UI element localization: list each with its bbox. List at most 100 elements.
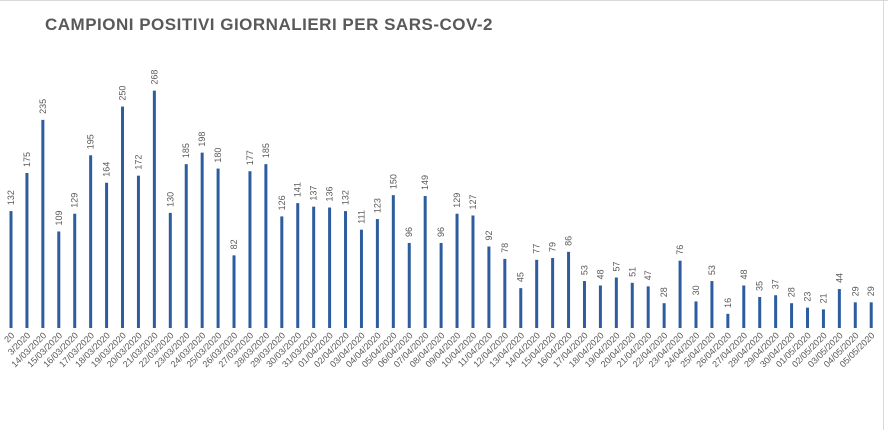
bar-11/04/2020: [487, 246, 491, 328]
x-tick-labels-group: 203/202014/03/202015/03/202016/03/202017…: [2, 330, 876, 369]
data-label-16/03/2020: 129: [70, 193, 80, 208]
bar-26/03/2020: [232, 255, 236, 328]
bar-18/04/2020: [598, 285, 602, 328]
bar-22/03/2020: [168, 212, 172, 328]
data-label-19/03/2020: 250: [118, 86, 128, 101]
data-label-15/04/2020: 79: [548, 242, 558, 252]
data-label-03/05/2020: 44: [834, 273, 844, 283]
data-label-25/04/2020: 53: [707, 265, 717, 275]
data-label-07/04/2020: 149: [420, 175, 430, 190]
data-label-11/04/2020: 92: [484, 230, 494, 240]
data-label-27/03/2020: 177: [245, 150, 255, 165]
data-label-13/03/2020: 175: [22, 152, 32, 167]
bar-15/03/2020: [57, 231, 61, 328]
data-label-21/03/2020: 268: [149, 70, 159, 85]
bar-25/04/2020: [710, 281, 714, 328]
data-label-08/04/2020: 96: [436, 227, 446, 237]
bar-29/03/2020: [280, 216, 284, 328]
data-label-12/03/2020: 132: [6, 190, 16, 205]
bar-13/04/2020: [519, 288, 523, 328]
data-label-28/03/2020: 185: [261, 143, 271, 158]
frame-top-border: [0, 0, 888, 1]
data-label-26/03/2020: 82: [229, 239, 239, 249]
bar-24/04/2020: [694, 301, 698, 328]
data-label-15/03/2020: 109: [54, 210, 64, 225]
data-label-13/04/2020: 45: [516, 272, 526, 282]
bar-30/04/2020: [790, 303, 794, 328]
bar-14/04/2020: [535, 259, 539, 328]
data-label-27/04/2020: 48: [739, 269, 749, 279]
bar-23/04/2020: [678, 260, 682, 328]
bar-16/03/2020: [73, 213, 77, 328]
data-label-04/04/2020: 123: [372, 198, 382, 213]
data-label-26/04/2020: 16: [723, 298, 733, 308]
bars-group: [9, 90, 873, 328]
bar-14/03/2020: [41, 119, 45, 328]
data-label-16/04/2020: 86: [564, 236, 574, 246]
bar-04/05/2020: [853, 302, 857, 328]
data-label-23/04/2020: 76: [675, 245, 685, 255]
data-label-05/04/2020: 150: [388, 174, 398, 189]
bar-28/04/2020: [758, 297, 762, 328]
data-label-25/03/2020: 180: [213, 148, 223, 163]
bar-23/03/2020: [184, 164, 188, 328]
data-label-02/05/2020: 21: [818, 293, 828, 303]
bar-25/03/2020: [216, 168, 220, 328]
data-label-19/04/2020: 57: [611, 261, 621, 271]
data-label-12/04/2020: 78: [500, 243, 510, 253]
data-label-23/03/2020: 185: [181, 143, 191, 158]
data-label-03/04/2020: 111: [356, 210, 366, 224]
bar-21/04/2020: [646, 286, 650, 328]
bar-06/04/2020: [407, 242, 411, 328]
data-label-20/04/2020: 51: [627, 267, 637, 277]
bar-16/04/2020: [567, 251, 571, 328]
bar-31/03/2020: [312, 206, 316, 328]
bar-18/03/2020: [105, 182, 109, 328]
bar-19/04/2020: [614, 277, 618, 328]
bar-02/05/2020: [821, 309, 825, 328]
data-label-05/05/2020: 29: [866, 286, 876, 296]
bar-17/03/2020: [89, 155, 93, 328]
data-label-29/04/2020: 37: [771, 279, 781, 289]
bar-09/04/2020: [455, 213, 459, 328]
bar-20/04/2020: [630, 282, 634, 328]
data-label-17/04/2020: 53: [579, 265, 589, 275]
data-label-24/03/2020: 198: [197, 132, 207, 147]
bar-15/04/2020: [551, 258, 555, 328]
bar-01/05/2020: [806, 307, 809, 328]
bar-04/04/2020: [375, 219, 379, 328]
data-label-30/03/2020: 141: [293, 182, 303, 197]
data-label-14/03/2020: 235: [38, 99, 48, 114]
data-label-22/04/2020: 28: [659, 287, 669, 297]
data-label-21/04/2020: 47: [643, 270, 653, 280]
data-label-10/04/2020: 127: [468, 194, 478, 209]
bar-21/03/2020: [152, 90, 156, 328]
bar-22/04/2020: [662, 303, 666, 328]
data-label-18/04/2020: 48: [595, 269, 605, 279]
bar-20/03/2020: [136, 175, 140, 328]
bar-27/04/2020: [742, 285, 746, 328]
frame-right-border: [883, 0, 884, 430]
bar-28/03/2020: [264, 164, 268, 328]
bar-12/03/2020: [9, 211, 13, 328]
bar-12/04/2020: [503, 258, 507, 328]
bar-05/04/2020: [391, 195, 395, 328]
data-label-29/03/2020: 126: [277, 195, 287, 210]
data-label-14/04/2020: 77: [532, 244, 542, 254]
bar-08/04/2020: [439, 242, 443, 328]
bar-24/03/2020: [200, 152, 204, 328]
data-label-01/05/2020: 23: [803, 292, 813, 302]
bar-05/05/2020: [869, 302, 873, 328]
data-label-24/04/2020: 30: [691, 285, 701, 295]
data-label-02/04/2020: 132: [341, 190, 351, 205]
data-label-18/03/2020: 164: [102, 162, 112, 177]
bar-26/04/2020: [726, 313, 730, 328]
bar-10/04/2020: [471, 215, 475, 328]
bar-19/03/2020: [121, 106, 125, 328]
bar-29/04/2020: [774, 295, 778, 328]
data-label-31/03/2020: 137: [309, 186, 319, 201]
bar-07/04/2020: [423, 196, 427, 328]
bar-02/04/2020: [344, 211, 348, 328]
chart-title: CAMPIONI POSITIVI GIORNALIERI PER SARS-C…: [45, 15, 493, 34]
